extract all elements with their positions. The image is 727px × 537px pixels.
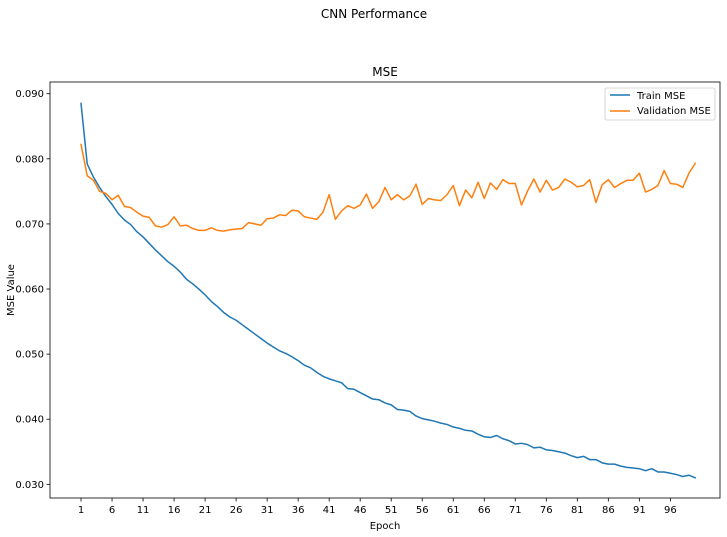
legend-label-validation-mse: Validation MSE xyxy=(637,106,711,117)
series-layer xyxy=(80,102,697,479)
x-tick-label: 41 xyxy=(323,505,336,516)
x-tick-label: 86 xyxy=(602,505,615,516)
x-tick-label: 56 xyxy=(416,505,429,516)
legend-label-train-mse: Train MSE xyxy=(636,91,685,102)
x-tick-label: 6 xyxy=(109,505,115,516)
x-tick-label: 1 xyxy=(78,505,84,516)
x-tick-label: 96 xyxy=(664,505,677,516)
y-tick-label: 0.050 xyxy=(15,350,44,361)
series-line-validation-mse xyxy=(80,143,697,232)
x-tick-label: 31 xyxy=(261,505,274,516)
x-tick-label: 21 xyxy=(199,505,212,516)
axes-frame xyxy=(49,81,721,499)
x-tick-label: 11 xyxy=(137,505,150,516)
x-tick-label: 26 xyxy=(230,505,243,516)
y-tick-label: 0.070 xyxy=(15,219,44,230)
y-axis-label: MSE Value xyxy=(6,264,17,316)
x-tick-label: 36 xyxy=(292,505,305,516)
series-line-train-mse xyxy=(80,102,697,479)
legend-box xyxy=(604,87,716,121)
y-tick-label: 0.060 xyxy=(15,285,44,296)
y-tick-label: 0.030 xyxy=(15,480,44,491)
x-tick-label: 81 xyxy=(571,505,584,516)
x-axis-label: Epoch xyxy=(370,521,401,532)
figure-suptitle: CNN Performance xyxy=(321,7,427,21)
x-tick-label: 71 xyxy=(509,505,522,516)
x-tick-label: 66 xyxy=(478,505,491,516)
x-tick-label: 51 xyxy=(385,505,398,516)
x-tick-label: 16 xyxy=(168,505,181,516)
legend: Train MSE Validation MSE xyxy=(604,87,716,121)
plot-area xyxy=(49,81,721,499)
y-axis: 0.030 0.040 0.050 0.060 0.070 0.080 0.090 xyxy=(15,89,50,491)
y-tick-label: 0.040 xyxy=(15,415,44,426)
y-tick-label: 0.090 xyxy=(15,89,44,100)
chart-title: MSE xyxy=(372,65,398,79)
x-tick-label: 91 xyxy=(633,505,646,516)
x-tick-label: 46 xyxy=(354,505,367,516)
y-tick-label: 0.080 xyxy=(15,154,44,165)
x-axis: 1 6 11 16 21 26 31 36 41 46 51 56 61 66 71 76 81 86 91 96 xyxy=(78,498,677,516)
x-tick-label: 76 xyxy=(540,505,553,516)
x-tick-label: 61 xyxy=(447,505,460,516)
